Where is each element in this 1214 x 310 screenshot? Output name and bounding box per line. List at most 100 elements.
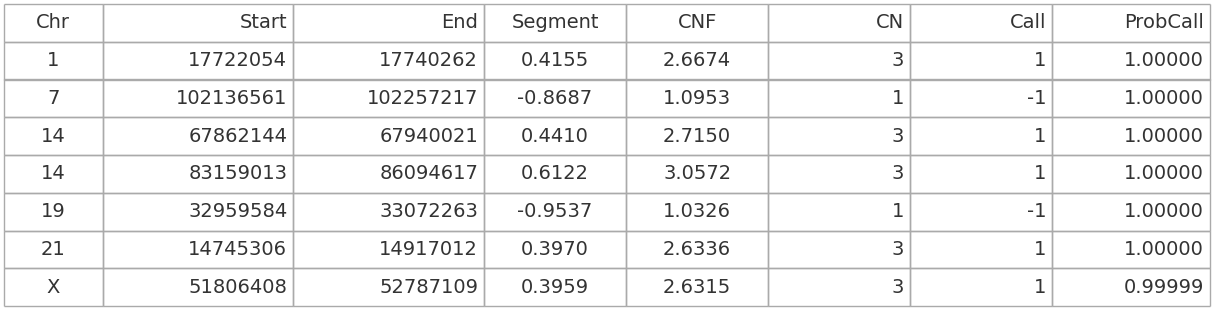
Text: 1.00000: 1.00000 xyxy=(1124,240,1204,259)
Text: 2.7150: 2.7150 xyxy=(663,126,731,146)
Text: Segment: Segment xyxy=(511,13,599,32)
Text: 14: 14 xyxy=(41,126,66,146)
Bar xyxy=(626,231,768,268)
Bar xyxy=(103,231,294,268)
Bar xyxy=(4,193,103,231)
Bar xyxy=(768,4,910,42)
Text: 32959584: 32959584 xyxy=(188,202,288,221)
Text: 1.00000: 1.00000 xyxy=(1124,202,1204,221)
Bar xyxy=(1053,231,1210,268)
Text: CN: CN xyxy=(877,13,904,32)
Bar xyxy=(294,117,484,155)
Bar xyxy=(4,268,103,306)
Bar xyxy=(294,268,484,306)
Text: 2.6315: 2.6315 xyxy=(663,278,731,297)
Text: 0.3970: 0.3970 xyxy=(521,240,589,259)
Bar xyxy=(626,155,768,193)
Text: 3: 3 xyxy=(892,126,904,146)
Bar xyxy=(910,268,1053,306)
Text: 21: 21 xyxy=(41,240,66,259)
Text: 67940021: 67940021 xyxy=(379,126,478,146)
Bar xyxy=(103,117,294,155)
Text: 1: 1 xyxy=(1034,126,1046,146)
Text: 1: 1 xyxy=(47,51,59,70)
Text: 2.6336: 2.6336 xyxy=(663,240,731,259)
Text: 1: 1 xyxy=(892,89,904,108)
Text: 14: 14 xyxy=(41,164,66,184)
Text: ProbCall: ProbCall xyxy=(1124,13,1204,32)
Bar xyxy=(1053,117,1210,155)
Bar xyxy=(484,79,626,117)
Text: 1: 1 xyxy=(1034,51,1046,70)
Text: 7: 7 xyxy=(47,89,59,108)
Bar xyxy=(103,79,294,117)
Text: Start: Start xyxy=(239,13,288,32)
Text: End: End xyxy=(441,13,478,32)
Bar xyxy=(484,193,626,231)
Bar xyxy=(294,4,484,42)
Bar xyxy=(768,155,910,193)
Bar xyxy=(910,193,1053,231)
Text: 3: 3 xyxy=(892,240,904,259)
Bar xyxy=(484,117,626,155)
Bar xyxy=(910,4,1053,42)
Bar xyxy=(294,155,484,193)
Text: 51806408: 51806408 xyxy=(188,278,288,297)
Text: 83159013: 83159013 xyxy=(188,164,288,184)
Bar xyxy=(103,268,294,306)
Bar xyxy=(4,79,103,117)
Bar xyxy=(768,117,910,155)
Text: X: X xyxy=(46,278,59,297)
Bar xyxy=(484,42,626,79)
Bar xyxy=(768,42,910,79)
Bar xyxy=(4,231,103,268)
Bar xyxy=(294,42,484,79)
Bar xyxy=(910,155,1053,193)
Bar xyxy=(626,193,768,231)
Text: 52787109: 52787109 xyxy=(379,278,478,297)
Bar xyxy=(1053,79,1210,117)
Text: 17740262: 17740262 xyxy=(379,51,478,70)
Bar xyxy=(4,117,103,155)
Bar xyxy=(768,79,910,117)
Bar xyxy=(484,231,626,268)
Bar xyxy=(626,268,768,306)
Text: -0.8687: -0.8687 xyxy=(517,89,592,108)
Bar xyxy=(626,4,768,42)
Text: 1: 1 xyxy=(1034,278,1046,297)
Text: 1.00000: 1.00000 xyxy=(1124,164,1204,184)
Text: 102257217: 102257217 xyxy=(367,89,478,108)
Text: 14745306: 14745306 xyxy=(188,240,288,259)
Bar xyxy=(103,155,294,193)
Text: 3: 3 xyxy=(892,164,904,184)
Text: 0.4155: 0.4155 xyxy=(521,51,589,70)
Bar xyxy=(1053,42,1210,79)
Text: Call: Call xyxy=(1010,13,1046,32)
Text: 102136561: 102136561 xyxy=(176,89,288,108)
Text: 1.00000: 1.00000 xyxy=(1124,126,1204,146)
Bar xyxy=(4,155,103,193)
Text: 1.0953: 1.0953 xyxy=(663,89,731,108)
Bar xyxy=(626,117,768,155)
Bar xyxy=(103,4,294,42)
Text: -0.9537: -0.9537 xyxy=(517,202,592,221)
Text: 1.0326: 1.0326 xyxy=(663,202,731,221)
Bar xyxy=(910,117,1053,155)
Bar xyxy=(103,193,294,231)
Text: 1: 1 xyxy=(1034,240,1046,259)
Bar xyxy=(1053,4,1210,42)
Text: 2.6674: 2.6674 xyxy=(663,51,731,70)
Bar xyxy=(484,155,626,193)
Bar xyxy=(768,268,910,306)
Bar xyxy=(1053,268,1210,306)
Bar xyxy=(910,79,1053,117)
Bar xyxy=(294,193,484,231)
Text: -1: -1 xyxy=(1027,89,1046,108)
Bar xyxy=(484,4,626,42)
Text: 19: 19 xyxy=(41,202,66,221)
Text: 3: 3 xyxy=(892,51,904,70)
Text: 17722054: 17722054 xyxy=(188,51,288,70)
Text: 0.3959: 0.3959 xyxy=(521,278,589,297)
Text: 1: 1 xyxy=(1034,164,1046,184)
Bar xyxy=(1053,155,1210,193)
